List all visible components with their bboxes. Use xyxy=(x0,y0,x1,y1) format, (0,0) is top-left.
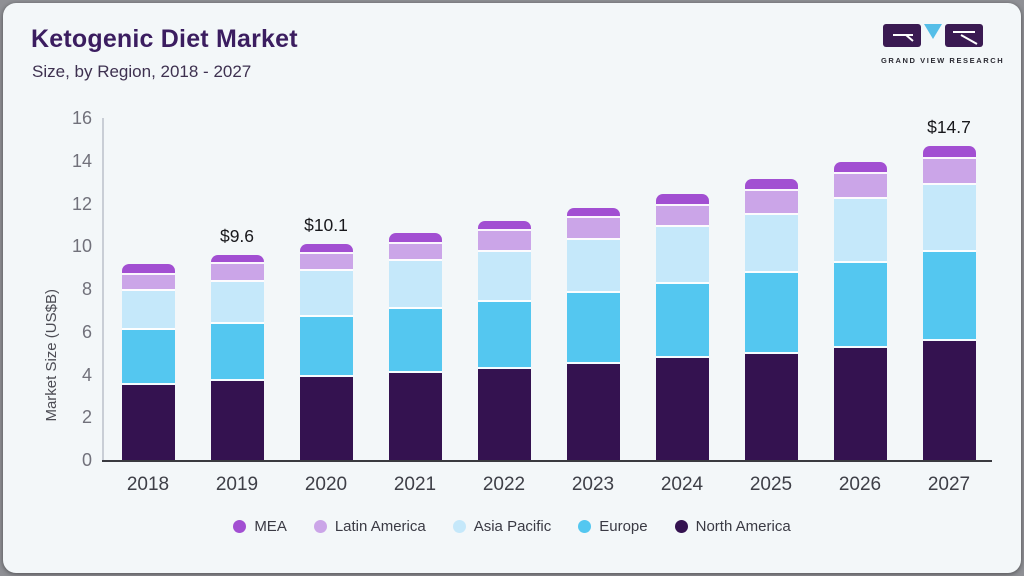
bar-segment-2019-europe xyxy=(210,324,264,381)
bar-segment-2020-latin-america xyxy=(299,254,353,271)
bar-segment-2024-europe xyxy=(655,283,709,359)
legend: MEA Latin America Asia Pacific Europe North … xyxy=(3,518,1021,535)
bar-segment-2018-north-america xyxy=(121,385,175,460)
bar-segment-2020-mea xyxy=(299,244,353,255)
bar-segment-2025-north-america xyxy=(744,354,798,460)
y-tick-label: 0 xyxy=(81,450,92,470)
legend-dot-latin-america xyxy=(313,520,327,533)
bar-segment-2024-latin-america xyxy=(655,205,709,227)
x-tick-label-2018: 2018 xyxy=(126,474,170,495)
x-tick-label-2020: 2020 xyxy=(304,474,348,495)
y-axis-line xyxy=(102,118,104,460)
bar-segment-2019-north-america xyxy=(210,380,264,460)
y-tick-label: 6 xyxy=(81,321,92,342)
bar-segment-2025-asia-pacific xyxy=(744,215,798,273)
y-tick-label: 16 xyxy=(71,108,92,128)
bar-segment-2025-europe xyxy=(744,272,798,355)
bar-segment-2023-asia-pacific xyxy=(566,239,620,294)
bar-segment-2020-north-america xyxy=(299,376,353,460)
x-tick-label-2022: 2022 xyxy=(482,474,526,495)
bar-value-label-2020: $10.1 xyxy=(304,215,348,236)
bar-segment-2026-europe xyxy=(833,263,887,348)
page-title: Ketogenic Diet Market xyxy=(31,25,298,53)
legend-label: MEA xyxy=(254,518,287,535)
bar-segment-2018-latin-america xyxy=(121,275,175,292)
legend-label: Europe xyxy=(599,518,648,535)
y-tick-label: 14 xyxy=(71,150,92,171)
bar-segment-2020-europe xyxy=(299,316,353,377)
legend-label: North America xyxy=(695,518,791,535)
legend-item-asia-pacific: Asia Pacific xyxy=(452,518,552,535)
bar-segment-2022-latin-america xyxy=(477,231,531,252)
bar-segment-2024-asia-pacific xyxy=(655,227,709,284)
bar-segment-2020-asia-pacific xyxy=(299,270,353,317)
legend-item-mea: MEA xyxy=(233,518,287,535)
bar-segment-2027-latin-america xyxy=(922,158,976,186)
bar-segment-2023-mea xyxy=(566,207,620,219)
x-tick-label-2023: 2023 xyxy=(571,474,615,495)
bar-segment-2024-mea xyxy=(655,193,709,206)
bar-segment-2026-asia-pacific xyxy=(833,199,887,264)
y-tick-label: 8 xyxy=(81,279,92,299)
y-axis-title: Market Size (US$B) xyxy=(43,289,60,422)
bar-segment-2021-north-america xyxy=(388,373,442,460)
stacked-bar-chart: Market Size (US$B) 0 2 4 6 8 10 12 14 16 2018 $9.6… xyxy=(3,3,1021,573)
bar-segment-2027-mea xyxy=(922,145,976,159)
bar-value-label-2019: $9.6 xyxy=(219,225,255,246)
bar-segment-2023-latin-america xyxy=(566,218,620,240)
bar-segment-2021-europe xyxy=(388,309,442,374)
bar-segment-2023-north-america xyxy=(566,363,620,460)
bar-segment-2019-latin-america xyxy=(210,264,264,282)
bar-segment-2025-latin-america xyxy=(744,190,798,216)
bar-segment-2018-mea xyxy=(121,264,175,276)
gvr-logo-mark xyxy=(883,24,983,47)
bar-segment-2023-europe xyxy=(566,293,620,364)
bar-segment-2022-mea xyxy=(477,220,531,232)
bar-segment-2022-asia-pacific xyxy=(477,251,531,302)
chart-card: Ketogenic Diet Market Size, by Region, 2… xyxy=(3,3,1021,573)
bar-segment-2026-north-america xyxy=(833,347,887,460)
y-tick-label: 10 xyxy=(71,236,92,257)
bar-segment-2022-north-america xyxy=(477,369,531,460)
bar-segment-2027-north-america xyxy=(922,341,976,460)
y-tick-label: 2 xyxy=(81,407,92,428)
legend-label: Asia Pacific xyxy=(473,518,552,535)
bar-segment-2019-mea xyxy=(210,254,264,265)
gvr-logo: GRAND VIEW RESEARCH xyxy=(881,23,1005,65)
legend-dot-europe xyxy=(578,520,592,533)
x-tick-label-2027: 2027 xyxy=(927,474,971,495)
legend-label: Latin America xyxy=(334,518,426,535)
bar-segment-2026-mea xyxy=(833,161,887,174)
bar-segment-2021-latin-america xyxy=(388,244,442,262)
bar-segment-2018-asia-pacific xyxy=(121,291,175,330)
bar-segment-2021-asia-pacific xyxy=(388,261,442,310)
bar-segment-2025-mea xyxy=(744,178,798,191)
bar-segment-2026-latin-america xyxy=(833,173,887,200)
x-tick-label-2019: 2019 xyxy=(215,474,259,495)
legend-dot-asia-pacific xyxy=(452,520,466,533)
y-tick-label: 4 xyxy=(81,364,92,385)
bar-segment-2018-europe xyxy=(121,329,175,386)
legend-item-north-america: North America xyxy=(674,518,791,535)
x-tick-label-2021: 2021 xyxy=(393,474,437,495)
bar-segment-2022-europe xyxy=(477,301,531,370)
gvr-logo-text: GRAND VIEW RESEARCH xyxy=(881,56,1005,65)
bar-segment-2024-north-america xyxy=(655,358,709,460)
page-subtitle: Size, by Region, 2018 - 2027 xyxy=(32,62,252,81)
legend-dot-north-america xyxy=(674,520,688,533)
x-tick-label-2024: 2024 xyxy=(660,474,704,495)
legend-item-europe: Europe xyxy=(578,518,648,535)
bar-segment-2019-asia-pacific xyxy=(210,281,264,325)
x-axis-line xyxy=(102,460,992,462)
legend-dot-mea xyxy=(233,520,247,533)
bar-segment-2027-europe xyxy=(922,251,976,342)
bar-segment-2027-asia-pacific xyxy=(922,185,976,252)
x-tick-label-2026: 2026 xyxy=(838,474,882,495)
x-tick-label-2025: 2025 xyxy=(749,474,793,495)
legend-item-latin-america: Latin America xyxy=(313,518,426,535)
y-tick-label: 12 xyxy=(71,193,92,214)
bar-value-label-2027: $14.7 xyxy=(927,116,971,137)
bar-segment-2021-mea xyxy=(388,233,442,245)
